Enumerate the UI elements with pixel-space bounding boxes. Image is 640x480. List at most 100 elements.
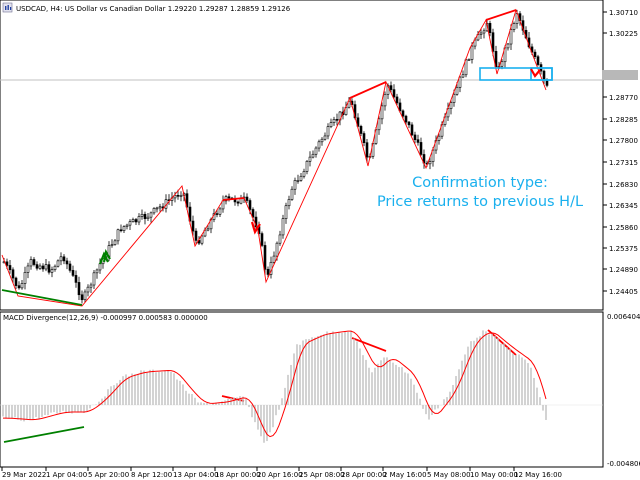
- candle-body: [11, 269, 15, 279]
- divergence-lines: [1, 9, 517, 443]
- candle-body: [59, 256, 63, 262]
- candle-body: [146, 216, 150, 220]
- candle-body: [491, 32, 495, 52]
- candle-body: [302, 171, 306, 177]
- candle-body: [29, 259, 33, 267]
- confirmation-annotation: Confirmation type: Price returns to prev…: [360, 174, 600, 212]
- candle-body: [326, 126, 330, 137]
- candle-body: [470, 45, 474, 60]
- candle-body: [38, 265, 42, 269]
- annotation-line-1: Confirmation type:: [412, 175, 548, 191]
- candle-body: [8, 265, 12, 271]
- candle-body: [380, 105, 384, 120]
- candle-body: [335, 119, 339, 121]
- indicator-scale-top: 0.006404: [607, 313, 640, 321]
- price-label: 1.28285: [609, 116, 638, 124]
- candle-body: [461, 74, 465, 78]
- candle-body: [506, 43, 510, 49]
- candle-body: [278, 234, 282, 244]
- candle-body: [191, 220, 195, 232]
- candle-body: [68, 263, 72, 271]
- candle-body: [455, 87, 459, 95]
- candle-body: [5, 261, 9, 266]
- candle-body: [227, 196, 231, 199]
- candle-body: [287, 199, 291, 207]
- candle-body: [314, 147, 318, 155]
- candle-body: [365, 142, 369, 158]
- candle-body: [494, 51, 498, 67]
- time-label: 8 Apr 12:00: [131, 471, 172, 479]
- chart-symbol-icon: [2, 2, 13, 13]
- annotation-line-2: Price returns to previous H/L: [376, 194, 584, 210]
- candle-body: [284, 205, 288, 219]
- price-label: 1.25860: [609, 224, 638, 232]
- time-label: 2 May 16:00: [383, 471, 427, 479]
- candle-body: [275, 242, 279, 257]
- time-label: 28 Apr 00:00: [341, 471, 387, 479]
- candle-body: [98, 263, 102, 271]
- candle-body: [200, 235, 204, 244]
- candle-body: [500, 61, 504, 67]
- candle-body: [305, 160, 309, 172]
- candle-body: [176, 195, 180, 197]
- candle-body: [86, 286, 90, 293]
- candle-body: [122, 226, 126, 231]
- candle-body: [395, 96, 399, 104]
- candle-body: [266, 268, 270, 275]
- current-price-tag: [602, 70, 638, 80]
- price-axis: 1.307101.302251.292551.287701.282851.278…: [603, 9, 638, 296]
- candle-body: [263, 245, 267, 270]
- candle-body: [128, 221, 132, 226]
- candle-body: [17, 285, 21, 289]
- price-label: 1.28770: [609, 94, 638, 102]
- candle-body: [125, 224, 129, 227]
- candle-body: [392, 89, 396, 98]
- candle-body: [62, 256, 66, 262]
- candle-body: [467, 59, 471, 61]
- candle-body: [83, 291, 87, 301]
- candle-body: [215, 213, 219, 215]
- candle-body: [245, 196, 249, 201]
- candle-body: [113, 240, 117, 245]
- candle-body: [437, 135, 441, 141]
- candle-body: [299, 175, 303, 181]
- candle-body: [290, 188, 294, 200]
- candle-body: [308, 156, 312, 162]
- candle-body: [53, 265, 57, 270]
- price-label: 1.30225: [609, 30, 638, 38]
- price-label: 1.24405: [609, 288, 638, 296]
- time-label: 13 Apr 04:00: [173, 471, 219, 479]
- green-up-arrow-icon: [98, 248, 111, 265]
- candle-body: [272, 255, 276, 263]
- price-label: 1.30710: [609, 9, 638, 17]
- candles: [2, 9, 549, 304]
- candle-body: [194, 230, 198, 241]
- time-label: 20 Apr 16:00: [257, 471, 303, 479]
- candle-body: [236, 201, 240, 204]
- candle-body: [512, 23, 516, 30]
- candle-body: [509, 29, 513, 45]
- candle-body: [533, 51, 537, 57]
- candle-body: [407, 121, 411, 126]
- candle-body: [26, 265, 30, 273]
- candle-body: [317, 141, 321, 149]
- candle-body: [155, 207, 159, 210]
- price-label: 1.27315: [609, 159, 638, 167]
- candle-body: [95, 269, 99, 274]
- indicator-label: MACD Divergence(12,26,9) -0.000997 0.000…: [3, 314, 208, 322]
- symbol-info: USDCAD, H4: US Dollar vs Canadian Dollar…: [16, 5, 291, 13]
- candle-body: [449, 102, 453, 109]
- candle-body: [356, 117, 360, 127]
- candle-body: [71, 270, 75, 276]
- candle-body: [77, 282, 81, 296]
- candle-body: [140, 213, 144, 217]
- time-label: 25 Apr 08:00: [299, 471, 345, 479]
- candle-body: [89, 284, 93, 288]
- divergence-line: [351, 337, 387, 352]
- candle-body: [14, 277, 18, 286]
- candle-body: [362, 133, 366, 143]
- candle-body: [293, 180, 297, 190]
- candle-body: [311, 153, 315, 158]
- candle-body: [416, 139, 420, 143]
